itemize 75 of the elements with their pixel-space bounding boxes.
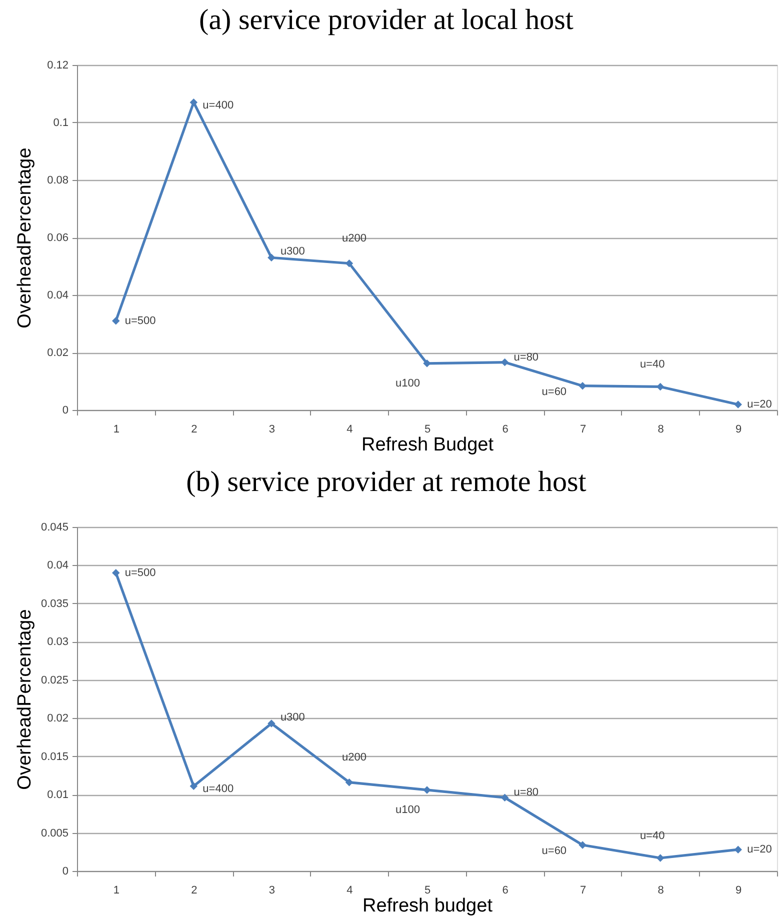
x-tick-label: 2 — [191, 424, 198, 436]
x-axis-title: Refresh budget — [362, 896, 494, 916]
y-tick-label: 0.02 — [47, 712, 68, 725]
x-axis-title: Refresh Budget — [361, 434, 494, 456]
point — [734, 846, 742, 854]
point — [268, 254, 276, 262]
point — [734, 400, 742, 408]
x-tick-label: 5 — [424, 884, 431, 896]
x-tick-label: 6 — [502, 424, 508, 436]
y-tick-label: 0.005 — [40, 827, 68, 840]
chart-title: (b) service provider at remote host — [186, 466, 586, 498]
annotation: u=20 — [747, 844, 772, 856]
point — [112, 568, 120, 577]
annotation: u100 — [396, 377, 420, 390]
point — [656, 854, 664, 862]
annotation: u=400 — [202, 99, 234, 112]
point — [578, 841, 586, 849]
annotation: u300 — [280, 711, 305, 724]
x-tick-label: 5 — [424, 424, 431, 436]
x-tick-label: 6 — [502, 884, 508, 896]
y-tick-label: 0.035 — [40, 598, 68, 610]
y-tick-label: 0 — [62, 404, 68, 416]
annotation: u=40 — [640, 830, 665, 842]
point — [423, 786, 431, 794]
y-tick-label: 0 — [62, 866, 68, 878]
x-tick-label: 7 — [580, 884, 586, 896]
y-axis-title: OverheadPercentage — [14, 609, 36, 790]
point — [268, 720, 276, 728]
y-tick-label: 0.08 — [47, 174, 68, 186]
x-tick-label: 9 — [736, 884, 742, 896]
x-tick-label: 4 — [346, 424, 353, 436]
y-tick-label: 0.02 — [47, 347, 68, 359]
point — [500, 794, 509, 802]
y-tick-label: 0.045 — [40, 522, 68, 534]
annotation: u=40 — [640, 358, 665, 371]
point — [190, 782, 198, 790]
x-tick-label: 2 — [191, 884, 198, 896]
x-tick-label: 9 — [736, 424, 742, 436]
y-tick-label: 0.06 — [47, 232, 68, 244]
point — [345, 778, 354, 786]
chart-title: (a) service provider at local host — [199, 4, 574, 36]
x-tick-label: 8 — [658, 424, 664, 436]
annotation: u200 — [342, 232, 366, 244]
annotation: u=60 — [542, 386, 567, 398]
y-tick-label: 0.01 — [47, 789, 68, 802]
annotation: u100 — [396, 804, 420, 816]
y-axis-title: OverheadPercentage — [14, 148, 36, 328]
y-tick-label: 0.12 — [47, 60, 68, 72]
annotation: u=400 — [202, 783, 234, 796]
x-tick-label: 3 — [268, 424, 276, 436]
point — [112, 317, 120, 325]
x-tick-label: 1 — [113, 884, 120, 896]
x-tick-label: 8 — [658, 884, 664, 896]
annotation: u=80 — [514, 786, 539, 799]
x-tick-label: 1 — [113, 424, 120, 436]
y-tick-label: 0.04 — [47, 290, 68, 302]
y-tick-label: 0.025 — [40, 674, 68, 686]
point — [190, 98, 198, 106]
annotation: u=500 — [124, 566, 156, 579]
y-tick-label: 0.03 — [47, 636, 68, 648]
annotation: u=80 — [514, 351, 539, 364]
point — [423, 360, 431, 368]
x-tick-label: 7 — [580, 424, 586, 436]
point — [578, 382, 586, 390]
y-tick-label: 0.04 — [47, 560, 68, 572]
annotation: u=60 — [542, 845, 567, 858]
x-tick-label: 4 — [346, 884, 353, 896]
x-tick-label: 3 — [268, 884, 276, 896]
annotation: u=20 — [747, 398, 772, 411]
annotation: u=500 — [124, 314, 156, 327]
point — [345, 260, 354, 268]
annotation: u200 — [342, 751, 366, 764]
y-tick-label: 0.015 — [40, 750, 68, 763]
y-tick-label: 0.1 — [53, 117, 68, 129]
annotation: u300 — [280, 246, 305, 258]
